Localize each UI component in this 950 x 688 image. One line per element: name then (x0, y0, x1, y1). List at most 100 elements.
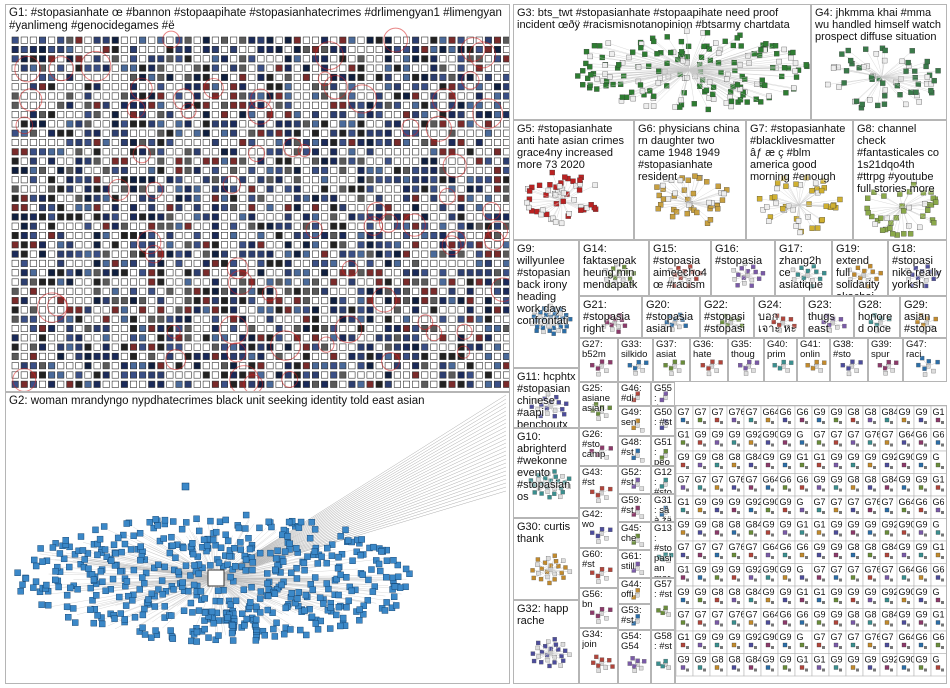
group-g49-panel[interactable]: G49: sen (618, 406, 651, 436)
group-g59-panel[interactable]: G59: #st (618, 494, 651, 522)
group-g10-panel[interactable]: G10: abrighterd #wekonne evento #stopasi… (513, 428, 579, 518)
group-g6-panel[interactable]: G6: physicians china rn daughter two cam… (634, 120, 746, 240)
g47-network (916, 355, 940, 377)
tiny-group-label: G9 (763, 587, 775, 597)
group-g12-panel[interactable]: G12: #stopasian #stopasian #stopaapih fi… (651, 466, 675, 494)
group-g38-label: G38: #sto (833, 340, 857, 360)
group-g2-panel[interactable]: G2: woman mrandyngo nypdhatecrimes black… (5, 392, 510, 684)
group-g13-panel[interactable]: G13: #stopasian marktuan hate needs stop… (651, 522, 675, 578)
tiny-group-label: G9 (814, 475, 826, 485)
tiny-group-label: G64 (899, 632, 916, 642)
group-g53-panel[interactable]: G53: #st (618, 604, 651, 630)
group-g25-panel[interactable]: G25: asiane asian (579, 382, 618, 428)
group-g8-panel[interactable]: G8: channel check #fantasticales co 1s21… (853, 120, 947, 240)
group-g52-panel[interactable]: G52: #st (618, 466, 651, 494)
group-g46-panel[interactable]: G46: #di (618, 382, 651, 406)
tiny-group-label: G8 (712, 520, 724, 530)
group-g17-panel[interactable]: G17: zhang2h ce asiatique (775, 240, 832, 296)
group-g36-panel[interactable]: G36: hate (690, 338, 728, 382)
group-g50-panel[interactable]: G50: #st (651, 406, 675, 436)
tiny-group-label: G (933, 520, 940, 530)
tiny-group-label: G9 (916, 610, 928, 620)
group-g39-panel[interactable]: G39: spur (868, 338, 903, 382)
group-g31-panel[interactable]: G31: sâ à žä (651, 494, 675, 522)
group-g61-panel[interactable]: G61: still (618, 550, 651, 578)
group-g11-panel[interactable]: G11: hcphtx #stopasian chinese #aapi ben… (513, 368, 579, 428)
group-g45-panel[interactable]: G45: che (618, 522, 651, 550)
g1-node-grid (11, 27, 509, 391)
tiny-group-label: G7 (712, 407, 724, 417)
tiny-group-label: G6 (797, 610, 809, 620)
group-g27-panel[interactable]: G27: b52m (579, 338, 618, 382)
tiny-group-label: G9 (916, 587, 928, 597)
group-g19-panel[interactable]: G19: extend full solidarity akachai (832, 240, 888, 296)
tiny-group-label: G9 (695, 565, 707, 575)
group-g18-panel[interactable]: G18: #stopasi nike really yorksh (888, 240, 947, 296)
group-g29-panel[interactable]: G29: asian #stopa (900, 296, 947, 338)
group-g16-panel[interactable]: G16: #stopasia (711, 240, 775, 296)
group-g34-panel[interactable]: G34: join (579, 628, 618, 684)
group-g21-panel[interactable]: G21: #stopasia right (579, 296, 642, 338)
group-g26-panel[interactable]: G26: #sto camp (579, 428, 618, 466)
group-g5-panel[interactable]: G5: #stopasianhate anti hate asian crime… (513, 120, 634, 240)
tiny-group-label: G8 (865, 407, 877, 417)
tiny-group-label: G92 (746, 430, 763, 440)
group-g60-panel[interactable]: G60: #st (579, 548, 618, 588)
group-g35-panel[interactable]: G35: thoug (728, 338, 764, 382)
group-g24-panel[interactable]: G24: บอก เจาะ หะ หะ (754, 296, 804, 338)
group-g3-panel[interactable]: G3: bts_twt #stopasianhate #stopaapihate… (513, 4, 811, 120)
tiny-group-label: G1 (814, 452, 826, 462)
group-g15-panel[interactable]: G15: #stopasia aimeecho4 œ #racism (649, 240, 711, 296)
group-g38-panel[interactable]: G38: #sto (830, 338, 868, 382)
group-g57-panel[interactable]: G57: #st (651, 578, 675, 630)
group-g43-panel[interactable]: G43: #st (579, 466, 618, 508)
group-g55-label: G55: tha (654, 384, 672, 405)
group-g20-panel[interactable]: G20: #stopasia asian (642, 296, 700, 338)
group-g55-panel[interactable]: G55: tha (651, 382, 675, 406)
g31-network (659, 505, 668, 517)
group-g4-panel[interactable]: G4: jhkmma khai #mma wu handled himself … (811, 4, 947, 120)
tiny-group-label: G7 (695, 475, 707, 485)
tiny-group-label: G64 (899, 497, 916, 507)
tiny-group-label: G7 (814, 497, 826, 507)
group-g23-panel[interactable]: G23: thugs east (804, 296, 854, 338)
group-g42-panel[interactable]: G42: wo (579, 508, 618, 548)
group-g54-panel[interactable]: G54: G54 (618, 630, 651, 684)
tiny-group-label: G7 (831, 565, 843, 575)
g49-network (631, 418, 645, 433)
tiny-group-label: G7 (882, 497, 894, 507)
group-g33-panel[interactable]: G33: silkido (618, 338, 653, 382)
group-g1-panel[interactable]: G1: #stopasianhate œ #bannon #stopaapiha… (5, 4, 510, 392)
group-g47-panel[interactable]: G47: raci (903, 338, 947, 382)
tiny-group-label: G9 (695, 452, 707, 462)
tiny-group-label: G1 (678, 632, 690, 642)
group-g40-panel[interactable]: G40: prim (764, 338, 797, 382)
group-g14-panel[interactable]: G14: faktasepak heung min mendapatk (579, 240, 649, 296)
group-g22-panel[interactable]: G22: #stopasi #stopasi (700, 296, 754, 338)
group-g30-panel[interactable]: G30: curtis thank (513, 518, 579, 600)
group-g32-panel[interactable]: G32: happ rache (513, 600, 579, 684)
group-g51-panel[interactable]: G51: peo (651, 436, 675, 466)
group-g41-panel[interactable]: G41: onlin (797, 338, 830, 382)
g45-network (631, 533, 645, 547)
group-g56-panel[interactable]: G56: bn (579, 588, 618, 628)
tiny-group-label: G84 (882, 610, 899, 620)
g55-network (659, 391, 668, 403)
tiny-group-label: G90 (899, 587, 916, 597)
tiny-group-label: G8 (729, 655, 741, 665)
g27-network (590, 359, 613, 377)
group-g48-panel[interactable]: G48: #st (618, 436, 651, 466)
tiny-group-label: G9 (695, 430, 707, 440)
tiny-group-label: G90 (899, 452, 916, 462)
group-g7-panel[interactable]: G7: #stopasianhate #blacklivesmatter âƒ … (746, 120, 853, 240)
g42-network (590, 526, 613, 544)
tiny-group-label: G7 (831, 497, 843, 507)
group-g37-panel[interactable]: G37: asiat (653, 338, 690, 382)
tiny-group-label: G1 (678, 497, 690, 507)
group-g58-panel[interactable]: G58: #st (651, 630, 675, 684)
tiny-group-label: G9 (848, 452, 860, 462)
group-g9-panel[interactable]: G9: willyunlee #stopasian back irony hea… (513, 240, 579, 368)
g33-network (627, 359, 649, 376)
group-g28-panel[interactable]: G28: honored once (854, 296, 900, 338)
group-g44-panel[interactable]: G44: offi (618, 578, 651, 604)
